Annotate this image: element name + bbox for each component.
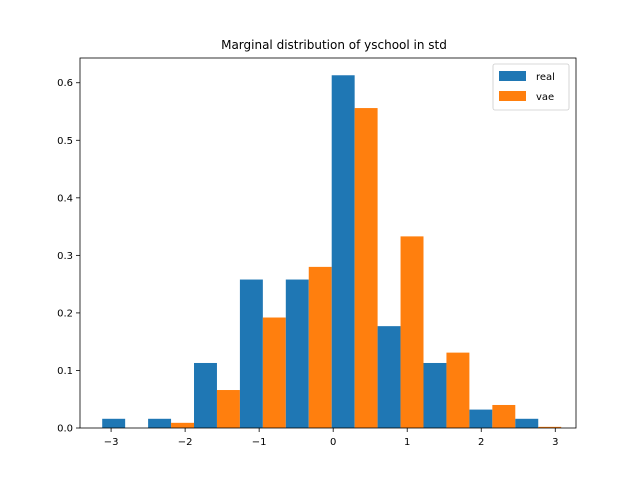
legend-label-real: real [536, 72, 555, 83]
bar-vae-7 [446, 352, 470, 428]
bar-vae-2 [216, 390, 240, 428]
legend: real vae [492, 63, 570, 111]
x-tick-label-2: −1 [252, 437, 267, 448]
bar-real-8 [469, 409, 493, 428]
x-tick-label-4: 1 [404, 437, 410, 448]
bar-vae-6 [400, 236, 424, 428]
y-tick-label-1: 0.1 [57, 366, 73, 377]
bar-real-5 [331, 75, 355, 429]
bar-real-6 [377, 326, 401, 428]
bar-vae-1 [171, 422, 195, 428]
x-tick-label-3: 0 [330, 437, 336, 448]
legend-swatch-real [499, 71, 526, 81]
bar-real-7 [423, 362, 447, 428]
y-tick-label-3: 0.3 [57, 251, 73, 262]
legend-label-vae: vae [536, 92, 554, 103]
x-tick-label-5: 2 [478, 437, 484, 448]
bar-real-3 [239, 279, 263, 428]
x-axis: −3 −2 −1 0 1 2 3 [104, 428, 558, 448]
y-tick-label-0: 0.0 [57, 424, 73, 435]
bar-real-0 [102, 418, 126, 428]
plot-frame [79, 57, 577, 429]
bar-real-1 [148, 418, 172, 428]
x-tick-label-1: −2 [178, 437, 193, 448]
legend-box [492, 63, 570, 111]
bar-vae-9 [538, 426, 562, 428]
y-tick-label-4: 0.4 [57, 193, 73, 204]
bar-vae-3 [262, 317, 286, 428]
chart-title: Marginal distribution of yschool in std [221, 38, 447, 52]
x-tick-label-0: −3 [104, 437, 119, 448]
bars-group [102, 75, 562, 429]
y-tick-label-6: 0.6 [57, 78, 73, 89]
y-tick-label-5: 0.5 [57, 136, 73, 147]
bar-vae-8 [492, 404, 516, 428]
bar-real-9 [515, 418, 539, 428]
y-axis: 0.0 0.1 0.2 0.3 0.4 0.5 0.6 [57, 78, 80, 435]
y-tick-label-2: 0.2 [57, 308, 73, 319]
x-tick-label-6: 3 [552, 437, 558, 448]
bar-real-2 [194, 362, 217, 428]
bar-vae-5 [354, 108, 378, 429]
bar-vae-4 [308, 266, 332, 428]
legend-swatch-vae [499, 91, 526, 101]
bar-real-4 [285, 279, 309, 428]
